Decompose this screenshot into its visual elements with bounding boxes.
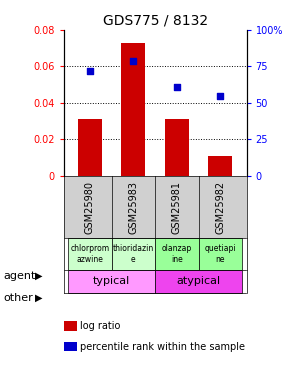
Bar xyxy=(199,238,242,270)
Title: GDS775 / 8132: GDS775 / 8132 xyxy=(103,13,208,27)
Text: chlorprom
azwine: chlorprom azwine xyxy=(70,244,109,264)
Text: percentile rank within the sample: percentile rank within the sample xyxy=(80,342,245,352)
Bar xyxy=(155,238,199,270)
Text: GSM25982: GSM25982 xyxy=(215,180,225,234)
Bar xyxy=(78,119,102,176)
Bar xyxy=(112,238,155,270)
Text: quetiapi
ne: quetiapi ne xyxy=(204,244,236,264)
Text: GSM25981: GSM25981 xyxy=(172,181,182,234)
Bar xyxy=(68,238,112,270)
Text: other: other xyxy=(3,293,33,303)
Text: olanzap
ine: olanzap ine xyxy=(162,244,192,264)
Bar xyxy=(68,270,155,292)
Bar xyxy=(165,119,189,176)
Point xyxy=(131,58,136,64)
Bar xyxy=(155,270,242,292)
Point xyxy=(218,93,223,99)
Text: log ratio: log ratio xyxy=(80,321,120,331)
Bar xyxy=(209,156,232,176)
Point xyxy=(175,84,179,90)
Text: atypical: atypical xyxy=(177,276,221,286)
Text: GSM25983: GSM25983 xyxy=(128,181,138,234)
Text: GSM25980: GSM25980 xyxy=(85,181,95,234)
Text: ▶: ▶ xyxy=(35,271,43,280)
Text: agent: agent xyxy=(3,271,35,280)
Text: thioridazin
e: thioridazin e xyxy=(113,244,154,264)
Text: ▶: ▶ xyxy=(35,293,43,303)
Point xyxy=(88,68,92,74)
Text: typical: typical xyxy=(93,276,130,286)
Bar xyxy=(122,43,145,176)
